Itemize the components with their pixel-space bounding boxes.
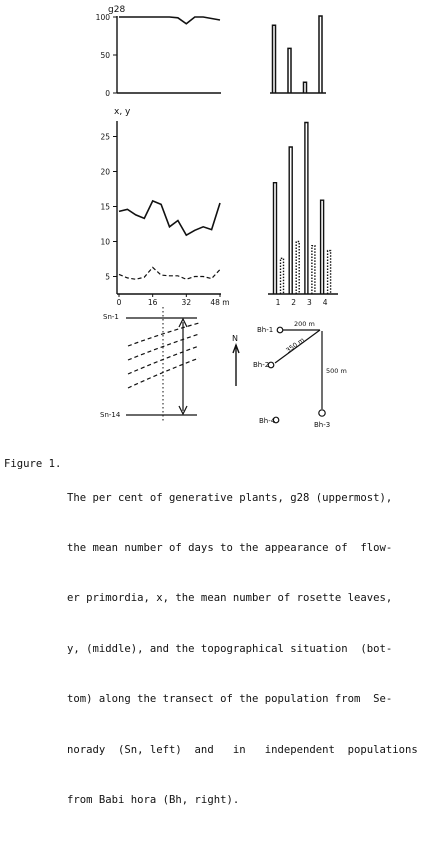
transect-diagram: Sn-1 Sn-14 bbox=[100, 307, 200, 423]
site-map: N Bh-1 200 m 350 m 500 m Bh-2 Bh-3 Bh-4 bbox=[232, 320, 347, 429]
x-tick-label: 4 bbox=[323, 298, 328, 307]
bar-dotted-site-4 bbox=[326, 249, 332, 294]
transect-arrow-head-up bbox=[178, 317, 188, 328]
site-label-bh-3: Bh-3 bbox=[314, 421, 330, 429]
caption-line: the mean number of days to the appearanc… bbox=[67, 541, 393, 554]
bar-dotted-site-2 bbox=[295, 240, 300, 294]
y-tick-label: 100 bbox=[96, 13, 111, 22]
middle-left-ylabel: x, y bbox=[114, 107, 131, 117]
y-tick-label: 25 bbox=[100, 133, 110, 142]
y-tick-label: 10 bbox=[100, 238, 110, 247]
bar-solid-site-4 bbox=[319, 199, 325, 294]
contour-line bbox=[127, 345, 200, 375]
bar-g28-site-4 bbox=[318, 15, 323, 93]
north-arrow-head bbox=[232, 343, 240, 354]
caption-line: from Babi hora (Bh, right). bbox=[67, 793, 240, 806]
bar-g28-site-2 bbox=[287, 47, 292, 93]
x-tick-label: 2 bbox=[291, 298, 296, 307]
map-distance-350: 350 m bbox=[284, 336, 306, 355]
series-line-dashed bbox=[118, 266, 221, 280]
site-label-bh-1: Bh-1 bbox=[257, 326, 273, 334]
transect-bottom-label: Sn-14 bbox=[100, 411, 121, 419]
y-tick-label: 20 bbox=[100, 168, 110, 177]
y-tick-label: 15 bbox=[100, 203, 110, 212]
transect-top-label: Sn-1 bbox=[103, 313, 119, 321]
caption-line: The per cent of generative plants, g28 (… bbox=[67, 491, 393, 504]
contour-line bbox=[127, 322, 200, 347]
site-label-bh-2: Bh-2 bbox=[253, 361, 269, 369]
upper-left-panel: g28 100 50 0 bbox=[96, 5, 221, 98]
caption-line: er primordia, x, the mean number of rose… bbox=[67, 592, 393, 605]
bar-g28-site-3 bbox=[302, 81, 308, 93]
map-distance-500: 500 m bbox=[326, 367, 347, 375]
site-label-bh-4: Bh-4 bbox=[259, 417, 276, 425]
x-tick-label: 16 bbox=[148, 298, 158, 307]
series-line-solid bbox=[118, 199, 221, 237]
g28-series-line bbox=[119, 16, 221, 25]
bar-dotted-site-3 bbox=[311, 245, 316, 294]
x-tick-label: 1 bbox=[276, 298, 281, 307]
north-label: N bbox=[232, 334, 238, 343]
caption-body: The per cent of generative plants, g28 (… bbox=[67, 456, 437, 842]
x-tick-label: 32 bbox=[182, 298, 192, 307]
bar-g28-site-1 bbox=[271, 24, 277, 93]
map-route-junction-bh2 bbox=[274, 329, 321, 364]
bar-solid-site-1 bbox=[272, 182, 278, 294]
upper-left-ylabel: g28 bbox=[108, 5, 125, 15]
map-distance-200: 200 m bbox=[294, 320, 315, 328]
x-tick-label: 48 m bbox=[210, 298, 229, 307]
upper-right-panel bbox=[270, 15, 326, 94]
y-tick-label: 0 bbox=[105, 89, 110, 98]
site-marker-bh-4 bbox=[272, 416, 280, 424]
middle-left-panel: x, y 25 20 15 10 5 0 16 32 48 m bbox=[100, 107, 229, 307]
contour-line bbox=[127, 357, 200, 389]
contour-line bbox=[127, 333, 200, 361]
site-marker-bh-2 bbox=[267, 361, 275, 369]
caption-line: tom) along the transect of the populatio… bbox=[67, 693, 393, 706]
site-marker-bh-1 bbox=[276, 326, 284, 334]
caption-line: y, (middle), and the topographical situa… bbox=[67, 642, 393, 655]
caption-line: norady (Sn, left) and in independent pop… bbox=[67, 743, 418, 756]
bar-dotted-site-1 bbox=[279, 257, 285, 294]
bar-solid-site-2 bbox=[288, 146, 293, 294]
site-marker-bh-3 bbox=[318, 409, 326, 417]
y-tick-label: 5 bbox=[105, 273, 110, 282]
x-tick-label: 3 bbox=[307, 298, 312, 307]
middle-right-panel: 1 2 3 4 bbox=[268, 121, 338, 307]
transect-arrow-head-down bbox=[178, 405, 188, 416]
y-tick-label: 50 bbox=[100, 51, 110, 60]
x-tick-label: 0 bbox=[117, 298, 122, 307]
caption-lead: Figure 1. bbox=[4, 458, 62, 470]
bar-solid-site-3 bbox=[304, 121, 309, 294]
